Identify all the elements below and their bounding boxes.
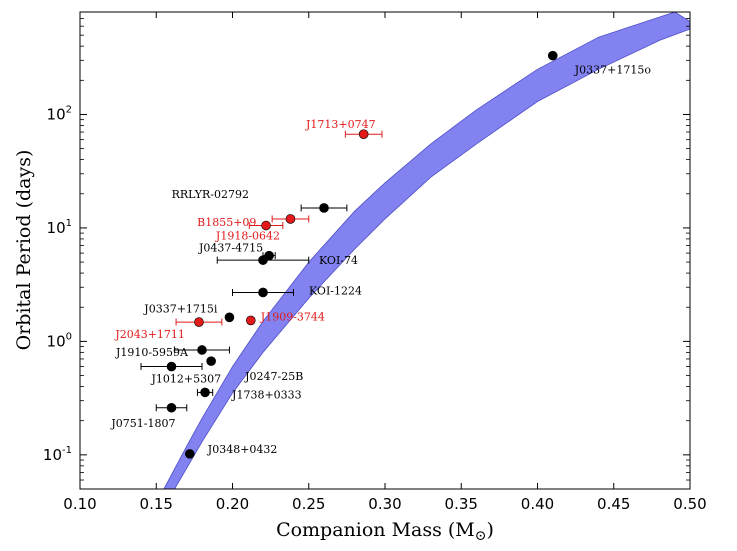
data-marker [185,449,195,459]
point-label: J1012+5307 [151,373,222,386]
data-point-j0337-1715i [224,312,235,323]
data-marker [224,312,235,323]
point-label: J1738+0333 [231,388,302,401]
x-tick-label: 0.25 [292,495,325,513]
point-label: RRLYR-02792 [172,188,249,201]
x-tick-label: 0.20 [216,495,249,513]
data-point-j0751-1807 [155,402,188,413]
x-tick-label: 0.40 [521,495,554,513]
data-marker [258,287,268,298]
data-marker [258,255,268,265]
point-label: J0348+0432 [207,443,278,456]
data-point-rrlyr-02792 [300,203,348,213]
y-axis-label: Orbital Period (days) [13,150,35,351]
data-point-j1012-5307 [140,361,203,372]
point-label: B1855+09 [197,216,256,229]
point-label: J1910-5959A [115,346,189,359]
y-tick-label: 100 [47,331,72,350]
point-label: J0247-25B [244,370,303,383]
point-label: KOI-1224 [309,284,362,297]
y-tick-label: 102 [47,104,72,123]
point-label: J0751-1807 [110,417,175,430]
x-tick-label: 0.30 [368,495,401,513]
point-label: KOI-74 [319,254,358,267]
data-point-j0337-1715o [547,50,558,61]
data-marker [358,129,369,139]
x-tick-label: 0.50 [673,495,706,513]
data-point-j0247-25b [206,356,216,366]
x-tick-label: 0.10 [63,495,96,513]
data-point-j1738-0333 [196,387,214,398]
data-marker [197,345,207,355]
data-point-koi-1224 [232,287,294,298]
x-tick-label: 0.45 [597,495,630,513]
data-point-j2043-1711 [175,317,223,327]
data-marker [319,203,329,213]
data-point-j1909-3744 [246,315,256,326]
data-point-j0348-0432 [185,449,195,459]
data-marker [166,402,177,413]
data-marker [200,387,210,398]
plot-area [80,12,690,489]
data-marker [194,317,204,327]
data-marker [285,214,296,224]
x-tick-label: 0.15 [140,495,173,513]
data-point-koi-74 [216,255,310,265]
mass-period-relation-band [163,12,690,489]
data-point-j1910-5959a [174,345,230,355]
data-marker [206,356,216,366]
data-point-b1855-09 [271,214,310,224]
y-tick-label: 101 [47,218,72,237]
point-label: J2043+1711 [114,328,185,341]
point-label: J0437-4715 [198,242,263,255]
point-label: J0337+1715i [143,302,218,315]
data-marker [261,220,271,231]
y-tick-label: 10-1 [43,445,72,464]
data-marker [246,315,256,326]
x-axis-label: Companion Mass (M⊙) [276,519,494,544]
data-marker [547,50,558,61]
point-label: J1909-3744 [260,310,325,323]
data-marker [166,361,177,372]
point-label: J0337+1715o [574,64,652,77]
data-point-j1713-0747 [344,129,383,139]
x-tick-label: 0.35 [445,495,478,513]
point-label: J1918-0642 [215,230,280,243]
data-point-j1918-0642 [248,220,284,231]
point-label: J1713+0747 [305,118,376,131]
